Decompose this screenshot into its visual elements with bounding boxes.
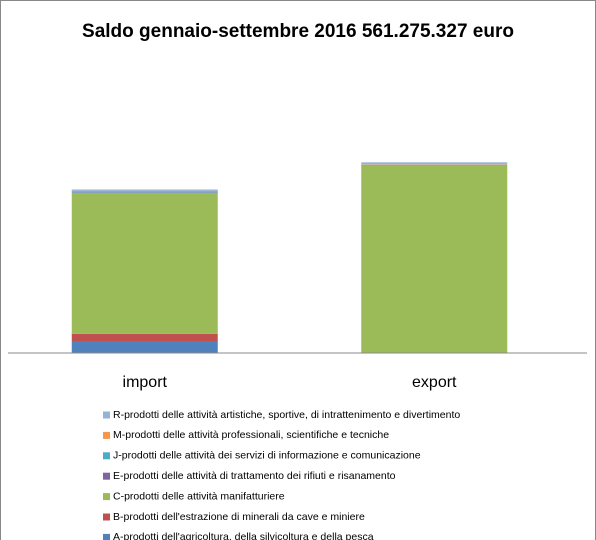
chart-title: Saldo gennaio-settembre 2016 561.275.327…	[82, 21, 514, 42]
legend-swatch	[103, 472, 110, 480]
bar-segment	[361, 164, 508, 166]
bar-segment	[71, 191, 218, 193]
bar-segment	[71, 333, 218, 342]
legend-label: E-prodotti delle attività di trattamento…	[113, 470, 396, 482]
legend-label: R-prodotti delle attività artistiche, sp…	[113, 409, 460, 421]
legend-label: J-prodotti delle attività dei servizi di…	[113, 450, 421, 462]
bar-segment	[71, 189, 218, 191]
bar-segment	[71, 341, 218, 353]
legend-label: M-prodotti delle attività professionali,…	[113, 429, 389, 441]
legend-swatch	[103, 431, 110, 439]
legend-swatch	[103, 452, 110, 460]
bar-segment	[71, 192, 218, 334]
x-tick-label: import	[123, 374, 168, 391]
legend-label: B-prodotti dell'estrazione di minerali d…	[113, 511, 365, 523]
legend-swatch	[103, 411, 110, 419]
legend-label: A-prodotti dell'agricoltura, della silvi…	[113, 531, 374, 540]
legend-swatch	[103, 493, 110, 501]
legend-label: C-prodotti delle attività manifatturiere	[113, 490, 285, 502]
legend-swatch	[103, 533, 110, 540]
bar-segment	[361, 162, 508, 165]
legend-swatch	[103, 513, 110, 521]
x-tick-label: export	[412, 374, 457, 391]
bar-segment	[361, 165, 508, 353]
